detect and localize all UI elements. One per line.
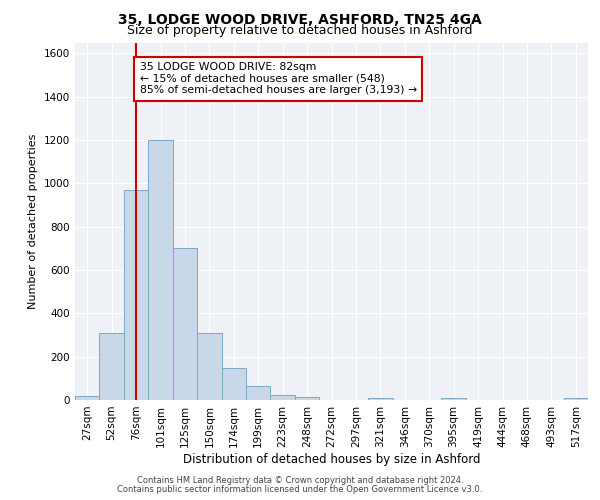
X-axis label: Distribution of detached houses by size in Ashford: Distribution of detached houses by size … (183, 452, 480, 466)
Bar (221, 368, 246, 400)
Bar (148, 140, 173, 400)
Bar (442, 398, 466, 400)
Bar (368, 398, 392, 400)
Text: Size of property relative to detached houses in Ashford: Size of property relative to detached ho… (127, 24, 473, 37)
Text: 35, LODGE WOOD DRIVE, ASHFORD, TN25 4GA: 35, LODGE WOOD DRIVE, ASHFORD, TN25 4GA (118, 12, 482, 26)
Text: Contains HM Land Registry data © Crown copyright and database right 2024.: Contains HM Land Registry data © Crown c… (137, 476, 463, 485)
Bar (246, 386, 271, 400)
Bar (271, 394, 295, 400)
Text: 35 LODGE WOOD DRIVE: 82sqm
← 15% of detached houses are smaller (548)
85% of sem: 35 LODGE WOOD DRIVE: 82sqm ← 15% of deta… (140, 62, 417, 95)
Bar (75, 396, 100, 400)
Text: Contains public sector information licensed under the Open Government Licence v3: Contains public sector information licen… (118, 485, 482, 494)
Bar (295, 397, 319, 400)
Bar (563, 398, 588, 400)
Y-axis label: Number of detached properties: Number of detached properties (28, 134, 38, 309)
Bar (100, 333, 124, 400)
Bar (173, 248, 197, 400)
Bar (124, 190, 148, 400)
Bar (197, 333, 221, 400)
